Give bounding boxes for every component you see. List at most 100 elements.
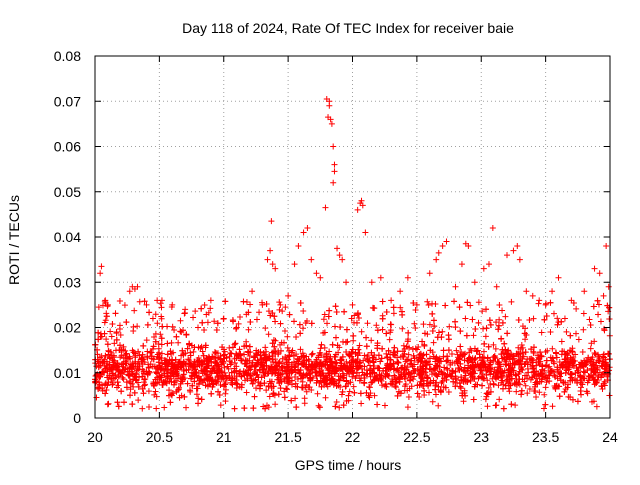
data-point xyxy=(363,389,370,396)
data-point xyxy=(444,366,451,373)
data-point xyxy=(500,369,507,376)
data-point xyxy=(177,328,184,335)
data-point xyxy=(482,396,489,403)
data-point xyxy=(518,391,525,398)
data-point xyxy=(358,197,365,204)
data-point xyxy=(357,390,364,397)
data-point xyxy=(543,357,550,364)
data-point xyxy=(226,344,233,351)
data-point xyxy=(291,261,298,268)
data-point xyxy=(439,378,446,385)
data-point xyxy=(556,359,563,366)
data-point xyxy=(382,381,389,388)
data-point xyxy=(425,382,432,389)
data-point xyxy=(276,358,283,365)
data-point xyxy=(508,401,515,408)
data-point xyxy=(134,323,141,330)
data-point xyxy=(351,389,358,396)
data-point xyxy=(470,332,477,339)
data-point xyxy=(121,302,128,309)
data-point xyxy=(412,306,419,313)
data-point xyxy=(442,384,449,391)
data-point xyxy=(513,350,520,357)
data-point xyxy=(542,401,549,408)
data-point xyxy=(440,353,447,360)
data-point xyxy=(164,351,171,358)
data-point xyxy=(102,365,109,372)
data-point xyxy=(161,404,168,411)
data-point xyxy=(314,369,321,376)
data-point xyxy=(220,315,227,322)
data-point xyxy=(429,310,436,317)
data-point xyxy=(412,325,419,332)
data-point xyxy=(144,370,151,377)
data-point xyxy=(107,349,114,356)
data-point xyxy=(377,372,384,379)
data-point xyxy=(269,349,276,356)
data-point xyxy=(513,372,520,379)
data-point xyxy=(523,288,530,295)
data-point xyxy=(471,363,478,370)
data-point xyxy=(506,388,513,395)
data-point xyxy=(333,382,340,389)
data-point xyxy=(543,313,550,320)
x-tick-label: 20 xyxy=(87,429,103,445)
data-point xyxy=(158,304,165,311)
data-point xyxy=(459,352,466,359)
data-point xyxy=(168,339,175,346)
data-point xyxy=(434,356,441,363)
data-point xyxy=(453,347,460,354)
data-point xyxy=(359,202,366,209)
data-point xyxy=(224,363,231,370)
data-point xyxy=(326,377,333,384)
data-point xyxy=(343,326,350,333)
data-point xyxy=(338,391,345,398)
data-point xyxy=(270,383,277,390)
data-point xyxy=(102,297,109,304)
data-point xyxy=(295,243,302,250)
data-point xyxy=(141,298,148,305)
data-point xyxy=(277,320,284,327)
data-point xyxy=(336,252,343,259)
data-point xyxy=(564,384,571,391)
data-point xyxy=(170,363,177,370)
data-point xyxy=(504,376,511,383)
data-point xyxy=(117,369,124,376)
data-point xyxy=(228,377,235,384)
data-point xyxy=(202,382,209,389)
data-point xyxy=(266,393,273,400)
data-point xyxy=(320,375,327,382)
data-point xyxy=(404,404,411,411)
data-point xyxy=(465,243,472,250)
data-point xyxy=(539,363,546,370)
data-point xyxy=(368,337,375,344)
data-point xyxy=(111,340,118,347)
data-point xyxy=(487,321,494,328)
data-point xyxy=(418,381,425,388)
data-point xyxy=(308,387,315,394)
data-point xyxy=(213,350,220,357)
data-point xyxy=(245,326,252,333)
data-point xyxy=(152,330,159,337)
data-point xyxy=(180,358,187,365)
data-point xyxy=(476,351,483,358)
data-point xyxy=(129,401,136,408)
data-point xyxy=(458,374,465,381)
data-point xyxy=(496,316,503,323)
data-point xyxy=(503,361,510,368)
data-point xyxy=(449,359,456,366)
data-point xyxy=(430,377,437,384)
data-point xyxy=(419,365,426,372)
data-point xyxy=(259,301,266,308)
data-point xyxy=(522,382,529,389)
data-point xyxy=(498,374,505,381)
data-point xyxy=(145,364,152,371)
data-point xyxy=(496,365,503,372)
data-point xyxy=(486,317,493,324)
data-point xyxy=(514,243,521,250)
data-point xyxy=(364,320,371,327)
data-point xyxy=(511,360,518,367)
data-point xyxy=(495,382,502,389)
data-point xyxy=(353,319,360,326)
data-point xyxy=(97,270,104,277)
